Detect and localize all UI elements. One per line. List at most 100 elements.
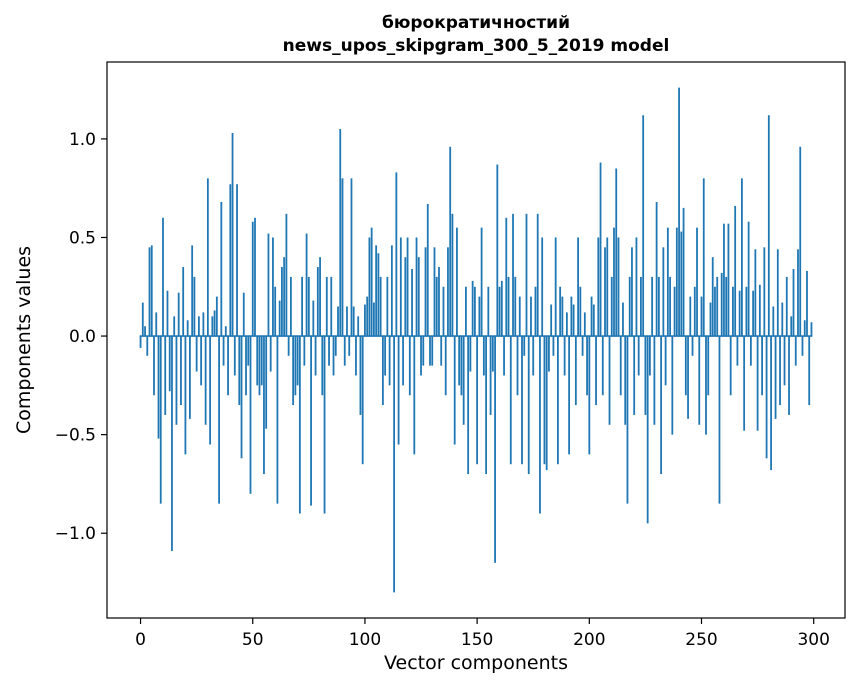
bar [702, 178, 705, 337]
bar [489, 336, 492, 415]
bar [684, 336, 687, 396]
bar [774, 336, 777, 419]
bar [330, 276, 333, 337]
bar [599, 162, 602, 337]
bar [177, 292, 180, 337]
bar [281, 267, 283, 337]
bar [628, 276, 631, 337]
bar [512, 213, 514, 337]
bar [736, 336, 739, 366]
bar [554, 237, 557, 337]
bar [745, 286, 748, 337]
bar [507, 276, 510, 337]
bar [274, 286, 277, 337]
bar [718, 336, 721, 504]
bar [727, 223, 730, 337]
bar [144, 326, 146, 337]
bar [660, 336, 663, 475]
bar [285, 213, 288, 337]
bar [462, 336, 465, 425]
bar [254, 217, 256, 337]
bar [334, 336, 337, 356]
bar [525, 213, 528, 337]
bar [776, 249, 779, 337]
bar [687, 336, 689, 419]
bar [574, 336, 577, 406]
bar [642, 115, 645, 337]
bar [617, 237, 620, 337]
bar [523, 336, 526, 356]
bar [404, 257, 407, 337]
bar [509, 336, 512, 465]
bar [157, 336, 160, 439]
bar [498, 286, 501, 337]
bar [644, 336, 647, 415]
bar [323, 336, 326, 514]
bar [559, 286, 562, 337]
bar [386, 276, 389, 337]
bar [518, 296, 521, 337]
bar [779, 336, 781, 406]
bar [245, 336, 247, 396]
bar [361, 336, 364, 465]
bar [516, 336, 519, 396]
bar [388, 336, 391, 386]
bar [601, 336, 604, 396]
bar [783, 336, 786, 386]
bar [570, 296, 573, 337]
bar [678, 87, 680, 337]
bar [543, 336, 546, 465]
bar [572, 304, 575, 337]
bar [689, 296, 692, 337]
bar [272, 237, 274, 337]
y-tick-label: −0.5 [55, 426, 96, 446]
bar [682, 207, 685, 337]
bar [671, 336, 674, 435]
bar [754, 249, 757, 337]
bar [458, 336, 461, 386]
bar [709, 302, 712, 337]
bar [675, 227, 678, 337]
bar [307, 276, 310, 337]
bar [451, 213, 454, 337]
bar [377, 253, 380, 337]
bar [725, 276, 728, 337]
bar [763, 247, 766, 337]
bar [496, 164, 499, 337]
bar [431, 336, 434, 366]
bar [646, 336, 649, 524]
bar [655, 201, 658, 337]
bar [166, 290, 169, 337]
bar [453, 336, 456, 445]
bar [247, 336, 250, 366]
bar [422, 336, 425, 366]
bar [332, 336, 335, 376]
bar [732, 286, 734, 337]
bar [810, 322, 813, 337]
bar [200, 336, 203, 386]
bar [328, 336, 330, 366]
bar [168, 336, 171, 392]
bar [162, 217, 164, 337]
bar [651, 276, 654, 337]
bar [649, 336, 651, 376]
bar [435, 276, 438, 337]
bar [368, 237, 371, 337]
bar [467, 336, 470, 475]
bar [346, 306, 348, 337]
y-tick-label: 0.5 [69, 228, 96, 248]
bar [788, 336, 790, 415]
bar [229, 184, 232, 337]
bar [402, 336, 404, 386]
chart-title-model: news_upos_skipgram_300_5_2019 model [283, 36, 670, 56]
bar [633, 336, 636, 415]
bar [209, 336, 212, 445]
bar [276, 336, 279, 504]
bar [321, 336, 324, 396]
bar [379, 276, 382, 337]
bar [548, 336, 550, 372]
bar [494, 336, 496, 563]
bars-group [139, 87, 813, 593]
bar [792, 269, 795, 337]
bar [752, 290, 755, 337]
